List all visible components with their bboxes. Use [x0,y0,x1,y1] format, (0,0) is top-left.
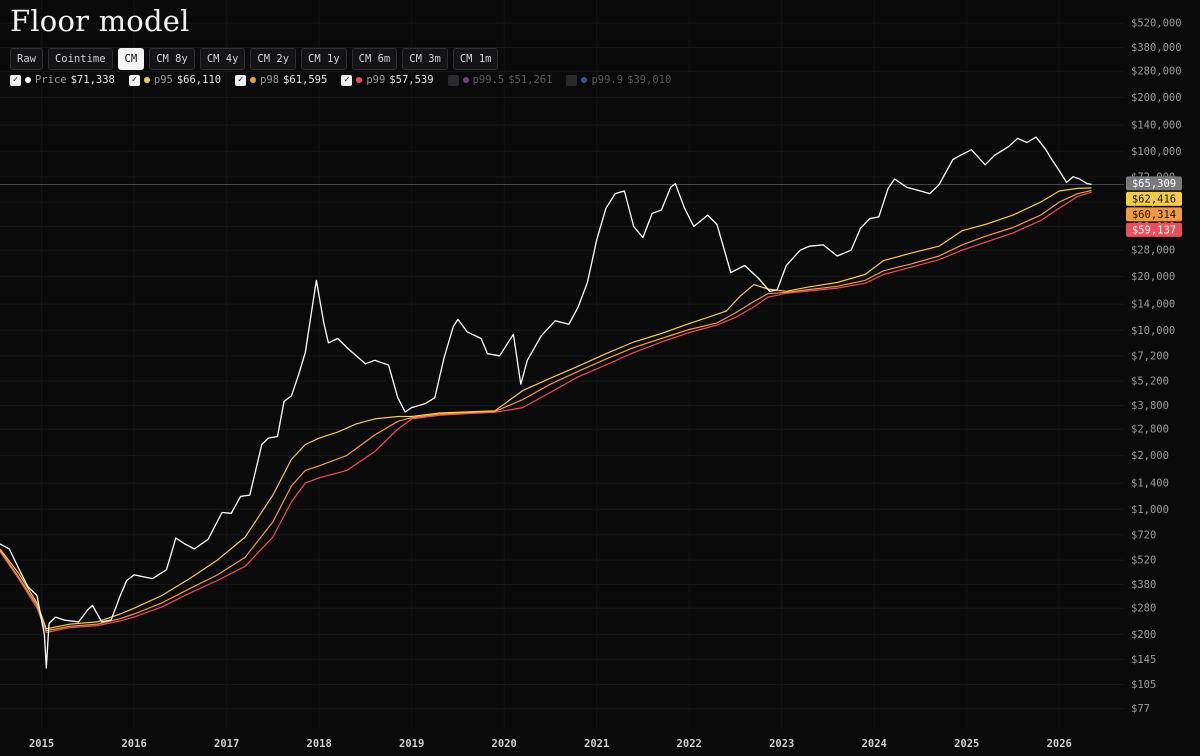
x-tick-label: 2022 [677,738,702,750]
tab-cm-1y[interactable]: CM 1y [301,48,347,70]
y-tick-label: $28,000 [1131,245,1175,257]
end-label-text: $65,309 [1132,178,1176,190]
tab-cm-2y[interactable]: CM 2y [250,48,297,70]
legend-name: p95 [153,74,173,86]
legend-value: $57,539 [389,74,434,86]
y-tick-label: $14,000 [1131,299,1175,311]
y-tick-label: $520,000 [1131,18,1182,30]
y-tick-label: $200,000 [1131,92,1182,104]
legend-name: p99.5 [472,74,505,86]
end-labels: $65,309 $62,416 $60,314 $59,137 [1126,176,1182,237]
series-line-price [0,136,1092,669]
legend-value: $71,338 [70,74,115,86]
legend-value: $39,010 [627,74,672,86]
tab-cointime[interactable]: Cointime [47,48,113,70]
legend-checkbox[interactable]: ✓ [341,74,353,86]
legend-checkbox[interactable]: ✓ [235,74,247,86]
y-tick-label: $380 [1131,579,1156,591]
x-tick-label: 2019 [399,738,424,750]
series-line-p95 [0,187,1092,630]
y-tick-label: $145 [1131,654,1156,666]
legend-value: $51,261 [508,74,553,86]
y-tick-label: $100,000 [1131,146,1182,158]
tab-cm-3m[interactable]: CM 3m [402,48,448,70]
tab-cm-1m[interactable]: CM 1m [452,48,499,70]
legend-checkbox[interactable] [447,74,459,86]
y-tick-label: $2,000 [1131,450,1169,462]
legend-name: Price [35,74,67,86]
tab-cm[interactable]: CM [117,48,145,70]
x-tick-label: 2024 [862,738,887,750]
legend-item-p98[interactable]: ✓ p98 $61,595 [235,74,327,86]
y-tick-label: $280 [1131,603,1156,615]
legend-value: $61,595 [283,74,328,86]
y-tick-label: $140,000 [1131,120,1182,132]
end-label-text: $59,137 [1132,224,1176,236]
x-tick-label: 2020 [492,738,517,750]
legend-checkbox[interactable]: ✓ [128,74,140,86]
legend-checkbox[interactable]: ✓ [10,74,21,86]
legend-name: p99 [366,74,386,86]
legend-color-dot [250,77,257,83]
legend-item-p99-5[interactable]: p99.5 $51,261 [447,74,553,86]
page-title: Floor model [10,4,190,38]
tab-cm-4y[interactable]: CM 4y [199,48,246,70]
y-tick-label: $10,000 [1131,325,1175,337]
grid-lines [0,0,1124,728]
x-tick-label: 2023 [769,738,794,750]
series-group [0,136,1092,669]
y-tick-label: $2,800 [1131,424,1169,436]
end-label-text: $62,416 [1132,193,1176,205]
legend-color-dot [25,77,31,83]
tab-cm-6m[interactable]: CM 6m [351,48,398,70]
y-tick-label: $20,000 [1131,271,1175,283]
x-tick-label: 2025 [954,738,979,750]
legend-color-dot [143,77,150,83]
y-tick-label: $1,400 [1131,478,1169,490]
y-tick-label: $720 [1131,529,1156,541]
y-tick-label: $280,000 [1131,66,1182,78]
x-axis: 2015 2016 2017 2018 2019 2020 2021 2022 2023 2024… [29,738,1072,750]
x-tick-label: 2018 [307,738,332,750]
end-label-box [1126,207,1182,222]
y-tick-label: $3,800 [1131,400,1169,412]
legend-name: p99.9 [591,74,624,86]
tab-raw[interactable]: Raw [10,48,43,70]
y-tick-label: $200 [1131,629,1156,641]
y-tick-label: $1,000 [1131,504,1169,516]
legend-name: p98 [260,74,280,86]
x-tick-label: 2021 [584,738,609,750]
series-line-p98 [0,190,1092,632]
legend-item-p95[interactable]: ✓ p95 $66,110 [128,74,222,86]
legend-item-p99-9[interactable]: p99.9 $39,010 [566,74,671,86]
end-label-box [1126,176,1182,191]
legend-color-dot [462,77,469,83]
legend-color-dot [356,77,363,83]
y-tick-label: $105 [1131,679,1156,691]
tab-cm-8y[interactable]: CM 8y [149,48,195,70]
end-label-box [1126,191,1182,206]
legend-checkbox[interactable] [566,74,578,86]
model-tabs: Raw Cointime CM CM 8y CM 4y CM 2y CM 1y CM 6m CM… [10,48,499,70]
y-tick-label: $520 [1131,555,1156,567]
y-axis: $520,000 $380,000 $280,000 $200,000 $140,000… [1131,18,1182,715]
series-line-p99 [0,191,1092,634]
legend-value: $66,110 [176,74,222,86]
y-tick-label: $7,200 [1131,350,1169,362]
x-tick-label: 2015 [29,738,54,750]
y-tick-label: $380,000 [1131,42,1182,54]
end-label-text: $60,314 [1132,209,1176,221]
x-tick-label: 2026 [1047,738,1072,750]
legend-item-p99[interactable]: ✓ p99 $57,539 [341,74,434,86]
y-tick-label: $5,200 [1131,376,1169,388]
legend-color-dot [581,77,588,83]
x-tick-label: 2016 [121,738,146,750]
x-tick-label: 2017 [214,738,239,750]
end-label-box [1126,222,1182,237]
y-tick-label: $77 [1131,703,1150,715]
legend: ✓ Price $71,338 ✓ p95 $66,110 ✓ p98 $61,595 ✓ p99 $… [10,74,671,86]
legend-item-price[interactable]: ✓ Price $71,338 [10,74,115,86]
